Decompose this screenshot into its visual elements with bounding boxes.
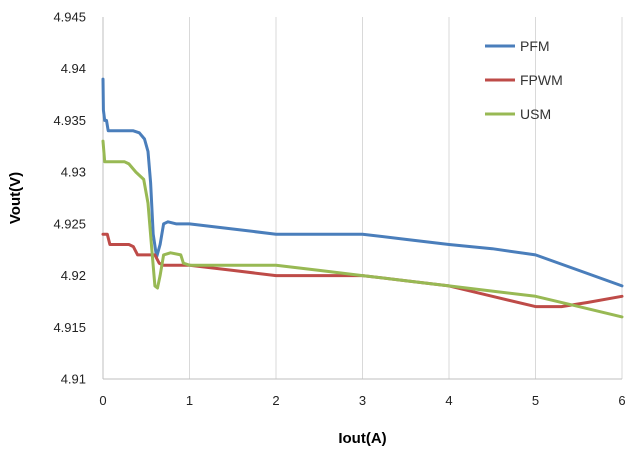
x-tick-label: 1 (186, 393, 193, 408)
y-tick-label: 4.925 (53, 216, 86, 231)
x-tick-label: 0 (99, 393, 106, 408)
legend-label: USM (520, 106, 551, 122)
x-tick-label: 3 (359, 393, 366, 408)
legend-label: FPWM (520, 72, 563, 88)
legend: PFM FPWM USM (485, 38, 563, 122)
y-tick-label: 4.92 (61, 268, 86, 283)
x-axis-ticks: 0 1 2 3 4 5 6 (99, 393, 625, 408)
y-tick-label: 4.935 (53, 113, 86, 128)
axes (102, 17, 622, 380)
legend-label: PFM (520, 38, 550, 54)
y-axis-ticks: 4.91 4.915 4.92 4.925 4.93 4.935 4.94 4.945 (53, 10, 86, 387)
grid-lines (189, 17, 623, 379)
series-line-usm (101, 139, 624, 319)
y-tick-label: 4.91 (61, 372, 86, 387)
y-tick-label: 4.94 (61, 61, 86, 76)
y-tick-label: 4.93 (61, 165, 86, 180)
series-line-pfm (101, 77, 624, 288)
y-tick-label: 4.945 (53, 10, 86, 25)
series-line-fpwm (101, 232, 624, 309)
y-tick-label: 4.915 (53, 320, 86, 335)
x-tick-label: 4 (445, 393, 452, 408)
y-axis-title: Vout(V) (7, 172, 24, 224)
x-tick-label: 6 (618, 393, 625, 408)
series-lines (101, 77, 624, 319)
x-tick-label: 2 (272, 393, 279, 408)
x-tick-label: 5 (532, 393, 539, 408)
x-axis-title: Iout(A) (338, 430, 386, 447)
